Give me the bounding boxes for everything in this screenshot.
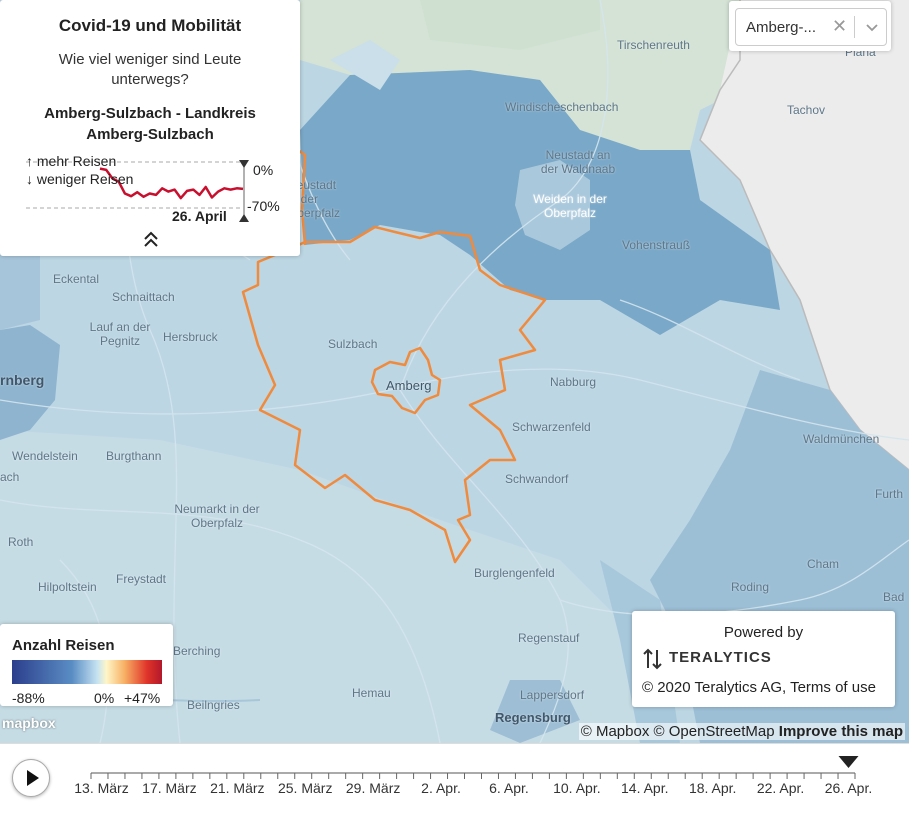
osm-attribution-link[interactable]: © OpenStreetMap [653, 723, 775, 740]
timeline-tick-label[interactable]: 22. Apr. [756, 780, 805, 796]
place-label: Regensburg [495, 710, 571, 725]
place-label: Cham [807, 557, 840, 571]
place-label: Roth [8, 535, 34, 549]
place-label: Furth [875, 487, 904, 501]
brand-name: TERALYTICS [669, 649, 772, 666]
timeline-tick-label[interactable]: 10. Apr. [553, 780, 601, 796]
region-selector: Amberg-... ✕ [729, 1, 891, 51]
place-label: Schnaittach [112, 290, 175, 304]
play-icon [27, 770, 39, 786]
more-travel-label: ↑ mehr Reisen [26, 153, 117, 169]
place-label: Burgthann [106, 449, 162, 463]
legend-min-label: -88% [12, 690, 45, 706]
place-label: Schwarzenfeld [512, 420, 591, 434]
pct-bottom-label: -70% [247, 198, 280, 214]
legend-max-label: +47% [124, 690, 161, 706]
triangle-down-icon [239, 160, 249, 168]
place-label: Amberg [386, 378, 432, 393]
timeline-tick-label[interactable]: 13. März [74, 780, 129, 796]
color-legend: Anzahl Reisen -88% 0% +47% [0, 624, 173, 706]
place-label: Beilngries [187, 698, 240, 712]
timeline-tick-label[interactable]: 29. März [345, 780, 401, 796]
place-label: Berching [173, 644, 221, 658]
powered-by-label: Powered by [723, 624, 804, 641]
region-select-value: Amberg-... [746, 19, 817, 36]
place-label: Neustadt an der Waldnaab [540, 148, 616, 176]
less-travel-label: ↓ weniger Reisen [26, 171, 134, 187]
place-label: Tachov [787, 103, 826, 117]
place-label: Burglengenfeld [474, 566, 555, 580]
place-label: Lauf an der Pegnitz [89, 320, 151, 348]
place-label: Roding [731, 580, 770, 594]
play-button[interactable] [12, 759, 50, 797]
pct-top-label: 0% [253, 162, 274, 178]
place-label: Lappersdorf [520, 688, 585, 702]
sparkline-series [99, 167, 244, 200]
mapbox-attribution-link[interactable]: © Mapbox [580, 723, 650, 740]
triangle-down-icon[interactable] [838, 756, 859, 768]
region-name: Amberg-Sulzbach - Landkreis Amberg-Sulzb… [44, 105, 256, 143]
place-label: Schwandorf [505, 472, 569, 486]
place-label: Wendelstein [12, 449, 78, 463]
timeline-tick-label[interactable]: 6. Apr. [489, 780, 529, 796]
place-label: Neumarkt in der Oberpfalz [174, 502, 260, 530]
map-attribution: © Mapbox © OpenStreetMap Improve this ma… [578, 723, 905, 740]
place-label: Weiden in der Oberpfalz [533, 192, 607, 220]
place-label: Vohenstrauß [622, 238, 691, 252]
triangle-up-icon [239, 214, 249, 222]
place-label: Waldmünchen [803, 432, 880, 446]
mobility-sparkline [26, 160, 249, 222]
place-label: Bad [883, 590, 905, 604]
timeline-tick-label[interactable]: 25. März [277, 780, 333, 796]
legend-color-bar [12, 660, 162, 684]
place-label: Hersbruck [163, 330, 218, 344]
select-separator [854, 16, 855, 38]
timeline-tick-label[interactable]: 26. Apr. [824, 780, 873, 796]
place-label: Hilpoltstein [38, 580, 97, 594]
place-label: Eckental [53, 272, 100, 286]
mapbox-logo[interactable]: mapbox [2, 715, 56, 731]
timeline-slider[interactable] [0, 744, 909, 821]
current-date-label: 26. April [172, 208, 227, 224]
timeline: 13. März 17. März 21. März 25. März 29. März… [0, 743, 909, 821]
place-label: Tirschenreuth [617, 38, 690, 52]
timeline-tick-label[interactable]: 2. Apr. [421, 780, 461, 796]
copyright-text[interactable]: © 2020 Teralytics AG, Terms of use [642, 679, 876, 696]
info-panel: Covid-19 und Mobilität Wie viel weniger … [0, 0, 300, 256]
timeline-tick-label[interactable]: 21. März [210, 780, 265, 796]
chevron-down-icon[interactable] [862, 17, 882, 37]
teralytics-logo-icon [643, 648, 662, 670]
place-label: Sulzbach [328, 337, 378, 351]
timeline-tick-label[interactable]: 18. Apr. [688, 780, 737, 796]
legend-title: Anzahl Reisen [12, 637, 115, 654]
place-label: Nabburg [550, 375, 597, 389]
place-label: Regenstauf [518, 631, 580, 645]
panel-title: Covid-19 und Mobilität [58, 16, 242, 35]
place-label: ach [0, 470, 20, 484]
legend-mid-label: 0% [94, 690, 115, 706]
powered-by-box: Powered by TERALYTICS © 2020 Teralytics … [632, 611, 895, 707]
place-label: Freystadt [116, 572, 167, 586]
place-label: Windischeschenbach [505, 100, 619, 114]
timeline-tick-label[interactable]: 17. März [142, 780, 197, 796]
place-label: rnberg [0, 372, 45, 388]
improve-map-link[interactable]: Improve this map [778, 723, 903, 740]
place-label: Hemau [352, 686, 391, 700]
panel-subtitle: Wie viel weniger sind Leute unterwegs? [58, 51, 242, 88]
region-select[interactable]: Amberg-... ✕ [735, 8, 887, 46]
timeline-tick-label[interactable]: 14. Apr. [621, 780, 669, 796]
double-chevron-up-icon[interactable] [140, 230, 162, 250]
close-icon[interactable]: ✕ [832, 16, 848, 36]
